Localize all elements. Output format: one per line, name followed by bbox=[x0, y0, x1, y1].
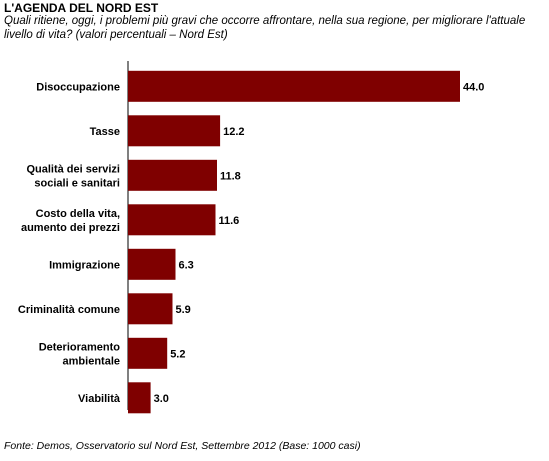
category-label: Viabilità bbox=[78, 393, 121, 405]
category-label-line: Immigrazione bbox=[49, 259, 120, 271]
bar-value-label: 5.9 bbox=[176, 304, 191, 316]
bar bbox=[128, 70, 460, 102]
bar bbox=[128, 337, 168, 369]
category-label-line: Deterioramento bbox=[39, 341, 121, 353]
chart-title: L'AGENDA DEL NORD EST bbox=[4, 1, 159, 15]
bar bbox=[128, 293, 173, 325]
category-label-line: Costo della vita, bbox=[36, 208, 120, 220]
category-label: Criminalità comune bbox=[18, 304, 120, 316]
category-label-line: Disoccupazione bbox=[36, 81, 120, 93]
category-label-line: Qualità dei servizi bbox=[26, 163, 120, 175]
category-label: Immigrazione bbox=[49, 259, 120, 271]
bar-value-label: 11.6 bbox=[219, 215, 240, 227]
category-label-line: sociali e sanitari bbox=[34, 177, 120, 189]
category-label-line: aumento dei prezzi bbox=[21, 222, 120, 234]
category-label-line: ambientale bbox=[63, 355, 120, 367]
bar-value-label: 5.2 bbox=[170, 348, 185, 360]
bar bbox=[128, 159, 217, 191]
bar-value-label: 6.3 bbox=[179, 259, 194, 271]
bar-value-label: 11.8 bbox=[220, 170, 241, 182]
bar bbox=[128, 115, 221, 147]
category-label: Disoccupazione bbox=[36, 81, 120, 93]
bar-value-label: 44.0 bbox=[463, 81, 484, 93]
category-label-line: Tasse bbox=[90, 126, 120, 138]
category-label-line: Criminalità comune bbox=[18, 304, 120, 316]
category-label-line: Viabilità bbox=[78, 393, 121, 405]
category-label: Costo della vita, aumento dei prezzi bbox=[21, 208, 120, 234]
category-label: Deterioramento ambientale bbox=[39, 341, 121, 367]
source-note: Fonte: Demos, Osservatorio sul Nord Est,… bbox=[4, 440, 361, 452]
bar-value-label: 3.0 bbox=[154, 393, 169, 405]
category-label: Tasse bbox=[90, 126, 120, 138]
chart-subtitle: Quali ritiene, oggi, i problemi più grav… bbox=[4, 15, 526, 41]
bar bbox=[128, 382, 151, 414]
bar bbox=[128, 204, 216, 236]
category-label: Qualità dei servizi sociali e sanitari bbox=[26, 163, 120, 189]
bar bbox=[128, 248, 176, 280]
bar-value-label: 12.2 bbox=[223, 126, 244, 138]
